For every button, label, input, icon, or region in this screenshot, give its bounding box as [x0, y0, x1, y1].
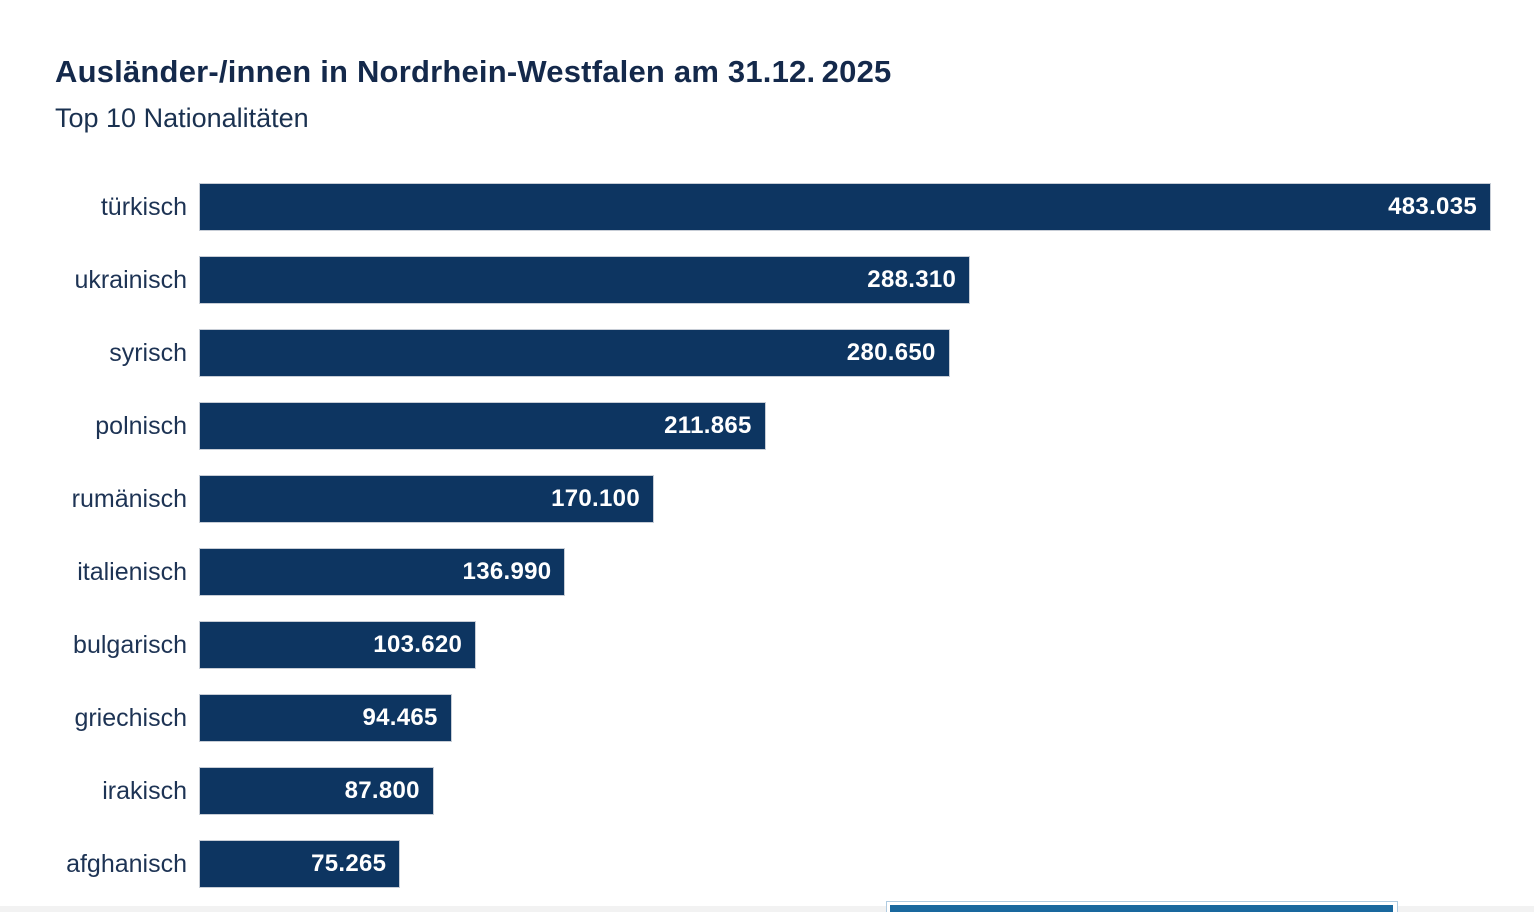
chart-title: Ausländer-/innen in Nordrhein-Westfalen …: [55, 54, 892, 89]
bar[interactable]: 280.650: [199, 329, 950, 377]
category-label: syrisch: [109, 338, 187, 367]
value-label: 280.650: [846, 339, 936, 366]
value-label: 103.620: [373, 631, 463, 658]
horizontal-scrollbar-thumb[interactable]: [890, 905, 1393, 912]
bar[interactable]: 288.310: [199, 256, 971, 304]
bar-row: rumänisch 170.100: [0, 475, 1534, 523]
bar-track: 87.800: [199, 767, 1491, 815]
bar-track: 94.465: [199, 694, 1491, 742]
value-label: 288.310: [867, 266, 957, 293]
bar-track: 280.650: [199, 329, 1491, 377]
chart-subtitle: Top 10 Nationalitäten: [55, 102, 309, 133]
chart-header: Ausländer-/innen in Nordrhein-Westfalen …: [55, 54, 891, 134]
bar-row: ukrainisch 288.310: [0, 256, 1534, 304]
bar-row: irakisch 87.800: [0, 767, 1534, 815]
bar-row: bulgarisch 103.620: [0, 621, 1534, 669]
bar-row: syrisch 280.650: [0, 329, 1534, 377]
bar[interactable]: 87.800: [199, 767, 434, 815]
horizontal-scrollbar-thumb-box: [886, 901, 1398, 912]
bar[interactable]: 103.620: [199, 621, 477, 669]
value-label: 94.465: [362, 704, 438, 731]
category-label: rumänisch: [71, 484, 187, 513]
bar[interactable]: 483.035: [199, 183, 1491, 231]
bar-track: 170.100: [199, 475, 1491, 523]
bar-row: afghanisch 75.265: [0, 840, 1534, 888]
bar[interactable]: 75.265: [199, 840, 401, 888]
value-label: 75.265: [311, 850, 387, 877]
bar[interactable]: 170.100: [199, 475, 654, 523]
bar-row: türkisch 483.035: [0, 183, 1534, 231]
bar-chart: türkisch 483.035 ukrainisch 288.310 syri…: [0, 183, 1534, 912]
horizontal-scrollbar-track[interactable]: [0, 906, 1534, 912]
bar-row: italienisch 136.990: [0, 548, 1534, 596]
bar[interactable]: 211.865: [199, 402, 766, 450]
category-label: ukrainisch: [74, 265, 187, 294]
bar-track: 103.620: [199, 621, 1491, 669]
bar-track: 136.990: [199, 548, 1491, 596]
value-label: 170.100: [551, 485, 640, 512]
bar-track: 483.035: [199, 183, 1491, 231]
category-label: griechisch: [74, 703, 187, 732]
category-label: türkisch: [100, 192, 187, 221]
bar-rows: türkisch 483.035 ukrainisch 288.310 syri…: [0, 183, 1534, 888]
bar-track: 211.865: [199, 402, 1491, 450]
value-label: 483.035: [1388, 193, 1477, 220]
value-label: 211.865: [664, 412, 752, 439]
category-label: polnisch: [95, 411, 187, 440]
bar-row: griechisch 94.465: [0, 694, 1534, 742]
value-label: 136.990: [462, 558, 552, 585]
category-label: italienisch: [77, 557, 187, 586]
category-label: irakisch: [102, 776, 187, 805]
bar-row: polnisch 211.865: [0, 402, 1534, 450]
category-label: afghanisch: [66, 849, 187, 878]
bar-track: 75.265: [199, 840, 1491, 888]
bar[interactable]: 94.465: [199, 694, 452, 742]
bar-track: 288.310: [199, 256, 1491, 304]
value-label: 87.800: [344, 777, 420, 804]
bar[interactable]: 136.990: [199, 548, 566, 596]
category-label: bulgarisch: [73, 630, 187, 659]
